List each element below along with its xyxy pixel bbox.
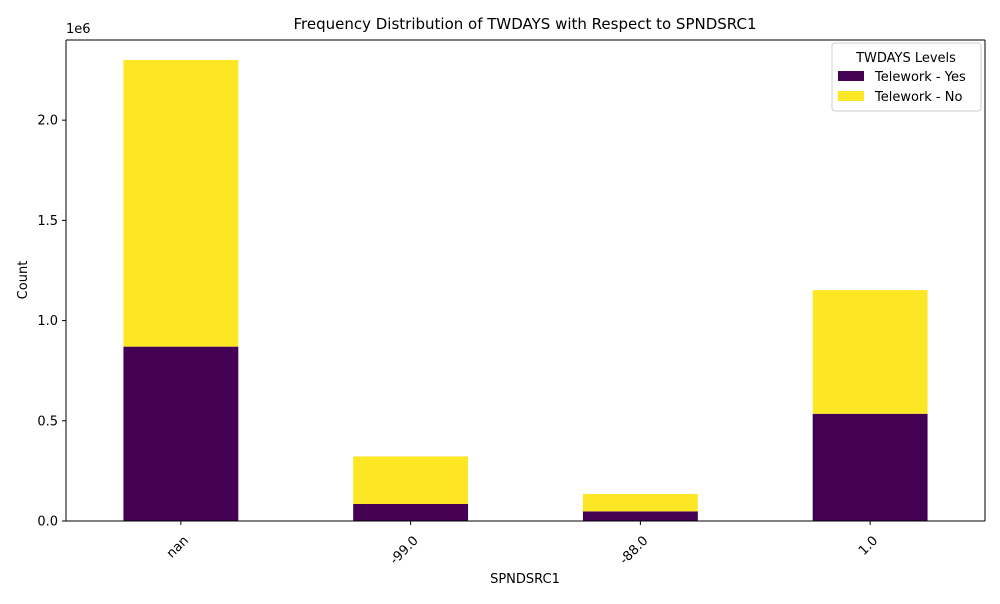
y-axis-offset-label: 1e6 (66, 22, 91, 37)
legend-label-telework-no: Telework - No (874, 90, 962, 105)
x-tick-label: nan (164, 533, 192, 561)
y-tick-label: 2.0 (37, 114, 58, 129)
bar-telework-no-3 (582, 493, 698, 512)
x-tick-label: 1.0 (856, 533, 881, 558)
legend: TWDAYS Levels Telework - Yes Telework - … (831, 42, 982, 112)
y-tick-label: 1.0 (37, 314, 58, 329)
legend-title: TWDAYS Levels (855, 51, 956, 66)
x-axis-label: SPNDSRC1 (490, 572, 560, 587)
bar-telework-yes-3 (582, 511, 698, 521)
y-tick-label: 0.5 (37, 414, 58, 429)
bar-telework-yes-4 (812, 413, 928, 521)
bar-telework-no-2 (353, 456, 469, 504)
bar-telework-no-1 (123, 60, 239, 347)
legend-label-telework-yes: Telework - Yes (874, 70, 966, 85)
x-tick-label: -88.0 (617, 533, 651, 567)
y-axis-label: Count (16, 261, 31, 300)
axes-frame (65, 39, 986, 522)
chart-title: Frequency Distribution of TWDAYS with Re… (293, 15, 756, 33)
bar-telework-no-4 (812, 290, 928, 414)
y-tick-label: 1.5 (37, 214, 58, 229)
bar-telework-yes-1 (123, 346, 239, 521)
legend-frame (831, 42, 982, 112)
y-axis-ticks: 0.0 0.5 1.0 1.5 2.0 (37, 114, 66, 530)
y-tick-label: 0.0 (37, 515, 58, 530)
bars-layer (123, 60, 928, 521)
bar-telework-yes-2 (353, 503, 469, 521)
legend-swatch-telework-yes (838, 71, 864, 81)
x-tick-label: -99.0 (387, 533, 421, 567)
legend-swatch-telework-no (838, 91, 864, 101)
x-axis-ticks: nan -99.0 -88.0 1.0 (164, 521, 881, 568)
